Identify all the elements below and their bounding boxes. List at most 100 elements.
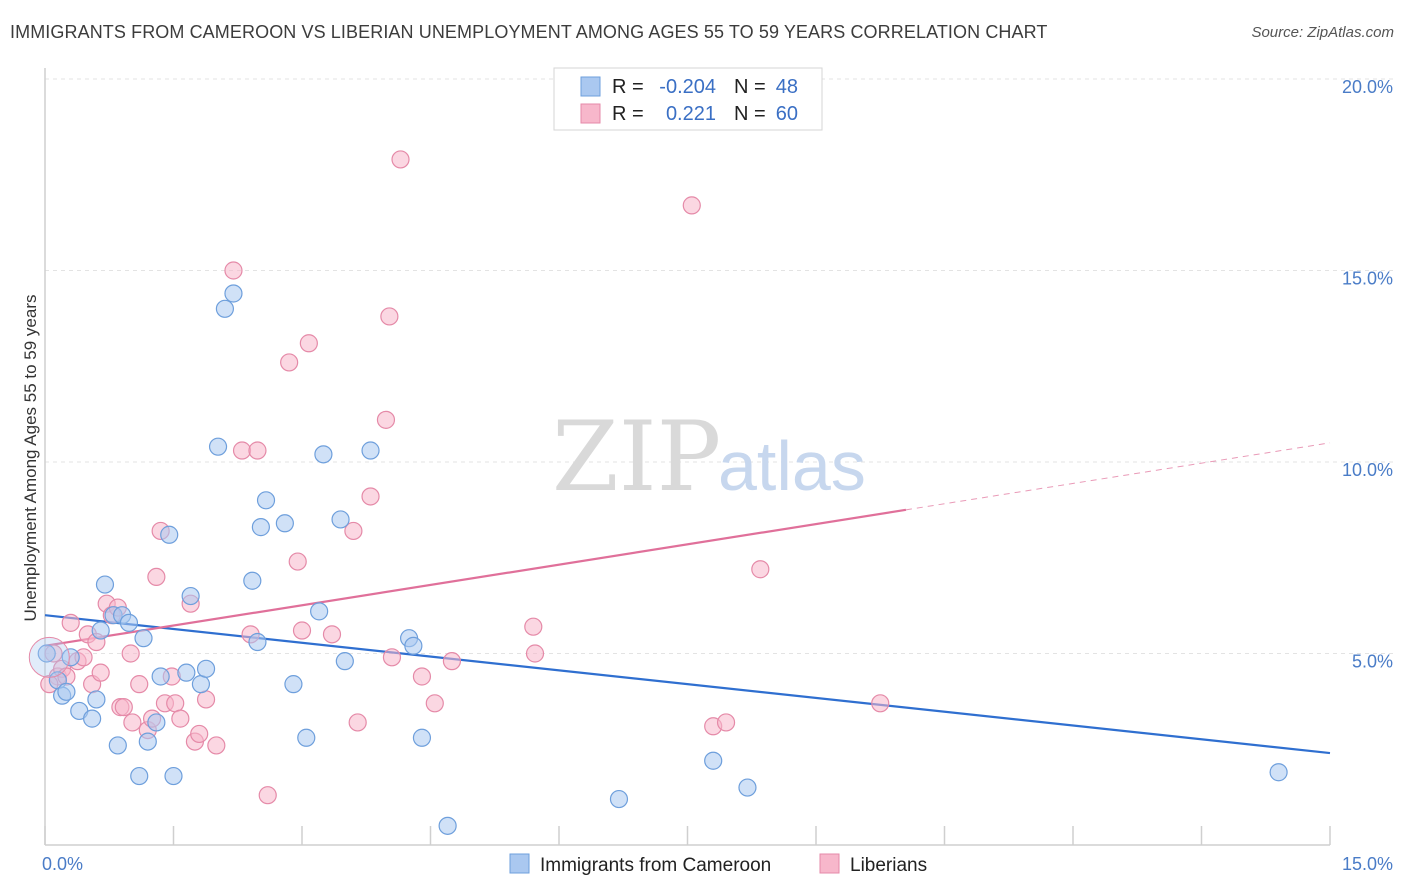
point-cameroon <box>251 518 270 537</box>
legend-swatch-liberians <box>819 853 840 874</box>
point-liberians <box>130 675 149 694</box>
y-tick-label: 20.0% <box>1342 77 1393 97</box>
point-cameroon <box>314 445 333 464</box>
point-cameroon <box>138 732 157 751</box>
legend-swatch-cameroon <box>509 853 530 874</box>
point-liberians <box>166 694 185 713</box>
chart-title: IMMIGRANTS FROM CAMEROON VS LIBERIAN UNE… <box>10 22 1048 42</box>
point-cameroon <box>738 778 757 797</box>
point-cameroon <box>37 644 56 663</box>
stats-r-value-liberians: 0.221 <box>666 103 716 125</box>
stats-swatch-liberians <box>580 103 601 124</box>
point-liberians <box>380 307 399 326</box>
point-cameroon <box>160 525 179 544</box>
watermark-zip: ZIP <box>552 401 721 513</box>
point-liberians <box>344 521 363 541</box>
stats-r-label-liberians: R = <box>612 103 644 125</box>
stats-r-label-cameroon: R = <box>612 76 644 98</box>
stats-n-label-cameroon: N = <box>734 76 766 98</box>
point-liberians <box>121 644 140 663</box>
point-liberians <box>382 648 402 667</box>
point-cameroon <box>335 652 354 671</box>
point-cameroon <box>196 659 216 678</box>
point-cameroon <box>1269 763 1288 782</box>
point-liberians <box>91 663 110 682</box>
point-liberians <box>280 353 299 372</box>
legend: Immigrants from Cameroon Liberians <box>509 853 927 876</box>
point-liberians <box>123 713 142 732</box>
point-liberians <box>716 713 736 732</box>
point-cameroon <box>57 682 76 701</box>
point-cameroon <box>91 621 110 640</box>
point-liberians <box>322 625 342 644</box>
stats-n-value-cameroon: 48 <box>776 76 798 98</box>
legend-label-liberians: Liberians <box>850 855 927 876</box>
point-cameroon <box>704 751 723 770</box>
trend-line-liberians <box>44 508 907 647</box>
point-liberians <box>147 567 166 587</box>
point-cameroon <box>208 437 228 456</box>
point-liberians <box>425 694 444 713</box>
trend-line-extension <box>905 442 1331 511</box>
stats-n-value-liberians: 60 <box>776 103 798 125</box>
point-liberians <box>524 617 543 636</box>
point-cameroon <box>181 586 200 606</box>
stats-n-label-liberians: N = <box>734 103 766 125</box>
point-cameroon <box>404 636 423 655</box>
point-liberians <box>348 713 367 732</box>
y-tick-label: 5.0% <box>1352 652 1393 672</box>
point-cameroon <box>119 613 139 632</box>
point-cameroon <box>134 629 153 648</box>
point-cameroon <box>147 713 166 732</box>
stats-box: R = -0.204 N = 48 R = 0.221 N = 60 <box>553 67 823 131</box>
point-cameroon <box>248 632 267 652</box>
trend-line-cameroon <box>44 614 1331 755</box>
watermark-atlas: atlas <box>718 427 866 505</box>
source-credit: Source: ZipAtlas.com <box>1251 24 1394 41</box>
stats-r-value-cameroon: -0.204 <box>659 76 716 98</box>
y-tick-label: 10.0% <box>1342 460 1393 480</box>
point-cameroon <box>438 816 457 835</box>
point-cameroon <box>164 766 183 786</box>
point-liberians <box>361 487 380 506</box>
point-cameroon <box>310 602 329 621</box>
point-cameroon <box>256 491 276 510</box>
x-tick-label: 0.0% <box>42 854 83 874</box>
point-cameroon <box>243 571 262 590</box>
legend-label-cameroon: Immigrants from Cameroon <box>540 855 771 876</box>
point-liberians <box>258 786 277 805</box>
point-liberians <box>751 560 770 579</box>
point-cameroon <box>130 766 149 786</box>
point-liberians <box>288 552 307 571</box>
data-points <box>28 150 1288 835</box>
point-liberians <box>525 644 545 663</box>
point-cameroon <box>224 284 243 303</box>
point-liberians <box>61 613 80 632</box>
stats-swatch-cameroon <box>580 76 601 97</box>
point-liberians <box>376 410 396 429</box>
watermark: ZIP atlas <box>552 401 866 513</box>
point-liberians <box>114 698 133 717</box>
point-liberians <box>871 694 890 713</box>
point-liberians <box>248 441 267 460</box>
point-liberians <box>190 724 209 744</box>
point-liberians <box>196 690 216 709</box>
point-cameroon <box>83 709 102 728</box>
point-cameroon <box>609 789 629 809</box>
point-liberians <box>232 441 252 460</box>
point-liberians <box>442 652 462 671</box>
point-cameroon <box>61 648 80 667</box>
y-tick-labels: 5.0% 10.0% 15.0% 20.0% <box>1342 77 1393 672</box>
point-cameroon <box>151 667 170 686</box>
point-cameroon <box>275 514 294 533</box>
point-cameroon <box>284 675 303 694</box>
point-liberians <box>207 736 226 755</box>
x-tick-label: 15.0% <box>1342 854 1393 874</box>
point-cameroon <box>361 441 380 460</box>
point-cameroon <box>412 728 432 747</box>
point-liberians <box>224 261 243 280</box>
point-cameroon <box>177 663 196 682</box>
point-cameroon <box>331 510 350 529</box>
point-liberians <box>292 621 312 640</box>
y-tick-label: 15.0% <box>1342 269 1393 289</box>
